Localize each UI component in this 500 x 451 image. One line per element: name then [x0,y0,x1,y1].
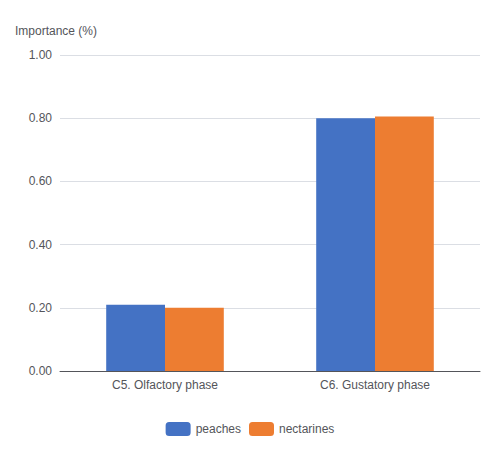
svg-text:nectarines: nectarines [279,422,334,436]
svg-text:0.00: 0.00 [29,364,53,378]
svg-text:C5. Olfactory phase: C5. Olfactory phase [112,378,218,392]
svg-text:C6. Gustatory phase: C6. Gustatory phase [320,378,430,392]
svg-text:0.60: 0.60 [29,174,53,188]
svg-text:1.00: 1.00 [29,48,53,62]
svg-text:Importance (%): Importance (%) [15,24,97,38]
svg-text:0.80: 0.80 [29,111,53,125]
svg-text:0.40: 0.40 [29,238,53,252]
svg-text:peaches: peaches [196,422,241,436]
svg-text:0.20: 0.20 [29,301,53,315]
